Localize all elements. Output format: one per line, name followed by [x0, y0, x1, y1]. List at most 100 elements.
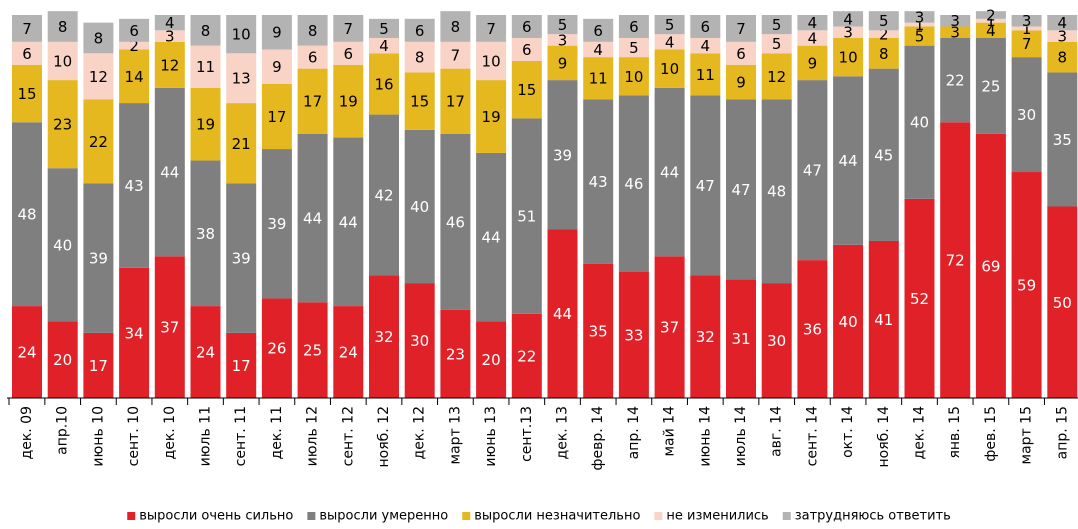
value-label: 4: [986, 22, 996, 40]
value-label: 1: [915, 16, 925, 34]
value-label: 2: [879, 26, 889, 44]
bar-segment: [940, 15, 971, 27]
value-label: 8: [58, 18, 68, 36]
x-tick-label: дек. 12: [412, 406, 428, 459]
value-label: 48: [17, 206, 36, 224]
value-label: 36: [803, 321, 822, 339]
value-label: 43: [589, 173, 608, 191]
value-label: 25: [981, 77, 1000, 95]
bar-segment: [833, 11, 864, 27]
bar-segment: [12, 122, 42, 307]
value-label: 44: [160, 164, 179, 182]
value-label: 33: [624, 326, 643, 344]
bar-segment: [761, 34, 792, 54]
value-label: 8: [879, 45, 889, 63]
bar-segment: [190, 306, 221, 398]
value-label: 5: [879, 12, 889, 30]
value-label: 10: [53, 52, 72, 70]
bar-segment: [975, 18, 1006, 23]
bar-segment: [369, 275, 399, 398]
value-label: 9: [736, 74, 746, 92]
bar-segment: [83, 99, 114, 184]
bar-segment: [726, 15, 756, 42]
value-label: 8: [201, 22, 211, 40]
value-label: 10: [482, 52, 501, 70]
bar-segment: [297, 68, 328, 134]
bar-segment: [975, 133, 1006, 399]
value-label: 20: [482, 351, 501, 369]
bar-segment: [12, 41, 42, 65]
value-label: 8: [308, 22, 318, 40]
value-label: 4: [808, 29, 818, 47]
bar-segment: [868, 37, 899, 69]
value-label: 1: [1022, 20, 1032, 38]
value-label: 43: [125, 177, 144, 195]
value-label: 72: [946, 252, 965, 270]
bar-segment: [618, 37, 649, 58]
bar-segment: [12, 15, 42, 42]
value-label: 47: [696, 177, 715, 195]
value-label: 30: [767, 332, 786, 350]
bar-segment: [190, 160, 221, 307]
bar-segment: [261, 298, 292, 398]
value-label: 13: [232, 70, 251, 88]
bar-segment: [940, 37, 971, 123]
value-label: 37: [160, 319, 179, 337]
value-label: 10: [660, 60, 679, 78]
bar-segment: [119, 103, 150, 268]
bar-segment: [119, 49, 150, 104]
value-label: 32: [374, 328, 393, 346]
bar-segment: [226, 183, 257, 333]
bar-segment: [868, 240, 899, 398]
value-label: 12: [160, 56, 179, 74]
x-tick-label: май 14: [662, 406, 678, 457]
x-tick-label: июнь 10: [90, 406, 106, 467]
bar-segment: [583, 57, 614, 100]
value-label: 8: [451, 18, 461, 36]
x-tick-label: сент. 14: [804, 406, 820, 466]
x-tick-label: март 13: [447, 406, 463, 464]
bar-segment: [261, 149, 292, 299]
value-label: 30: [410, 332, 429, 350]
bar-segment: [618, 271, 649, 398]
value-label: 15: [410, 93, 429, 111]
value-label: 45: [874, 146, 893, 164]
bar-segment: [511, 15, 542, 38]
legend-label: выросли очень сильно: [139, 509, 293, 524]
value-label: 17: [303, 93, 322, 111]
bar-segment: [904, 11, 935, 23]
x-tick-label: июнь 14: [697, 406, 713, 467]
value-label: 4: [165, 14, 175, 32]
bar-segment: [690, 275, 721, 398]
value-label: 48: [767, 183, 786, 201]
value-label: 3: [165, 28, 175, 46]
value-label: 6: [22, 45, 32, 63]
value-label: 22: [517, 347, 536, 365]
value-label: 39: [267, 215, 286, 233]
bar-segment: [333, 306, 364, 398]
bar-segment: [1047, 41, 1078, 73]
value-label: 7: [736, 20, 746, 38]
x-tick-label: окт. 14: [840, 406, 856, 458]
value-label: 40: [410, 198, 429, 216]
value-label: 4: [665, 33, 675, 51]
bar-segment: [261, 49, 292, 84]
value-label: 14: [125, 68, 144, 86]
bar-segment: [369, 114, 399, 276]
value-label: 17: [446, 93, 465, 111]
bar-segment: [547, 229, 578, 398]
bar-segment: [154, 15, 185, 31]
bar-segment: [1047, 206, 1078, 398]
bar-segment: [547, 45, 578, 81]
value-label: 69: [981, 257, 1000, 275]
bar-segment: [547, 80, 578, 230]
value-label: 39: [553, 146, 572, 164]
value-label: 6: [701, 18, 711, 36]
value-label: 22: [946, 72, 965, 90]
bar-segment: [690, 15, 721, 38]
value-label: 8: [94, 29, 104, 47]
bar-segment: [654, 87, 685, 257]
value-label: 5: [915, 28, 925, 46]
legend-label: затрудняюсь ответить: [795, 509, 951, 524]
